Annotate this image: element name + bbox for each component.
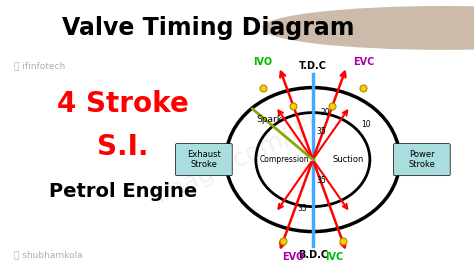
Text: 20: 20 bbox=[321, 108, 330, 117]
Text: S.I.: S.I. bbox=[98, 133, 149, 161]
Text: 4 Stroke: 4 Stroke bbox=[57, 90, 189, 118]
Text: IVC: IVC bbox=[326, 252, 344, 262]
Text: 35: 35 bbox=[317, 176, 327, 185]
Text: EVO: EVO bbox=[282, 252, 304, 262]
Text: ⓞ ifinfotech: ⓞ ifinfotech bbox=[14, 62, 65, 71]
Text: Power
Stroke: Power Stroke bbox=[409, 150, 435, 169]
Text: Exhaust
Stroke: Exhaust Stroke bbox=[187, 150, 221, 169]
Text: ⓞ shubhamkola: ⓞ shubhamkola bbox=[14, 251, 83, 260]
Text: 35: 35 bbox=[298, 205, 308, 213]
Text: 10: 10 bbox=[361, 120, 371, 129]
Text: T.D.C: T.D.C bbox=[299, 61, 327, 72]
FancyBboxPatch shape bbox=[175, 144, 232, 176]
Text: Compression: Compression bbox=[260, 155, 309, 164]
Text: EVC: EVC bbox=[353, 57, 374, 67]
Text: Spark: Spark bbox=[256, 115, 283, 124]
Text: 35: 35 bbox=[317, 127, 327, 136]
Text: image.com/IFI: image.com/IFI bbox=[152, 111, 322, 208]
FancyBboxPatch shape bbox=[393, 144, 450, 176]
Text: Valve Timing Diagram: Valve Timing Diagram bbox=[62, 16, 355, 40]
Text: B.D.C: B.D.C bbox=[298, 250, 328, 260]
Circle shape bbox=[263, 7, 474, 49]
Text: Suction: Suction bbox=[333, 155, 364, 164]
Text: IVO: IVO bbox=[254, 57, 273, 67]
Text: Petrol Engine: Petrol Engine bbox=[49, 182, 197, 201]
